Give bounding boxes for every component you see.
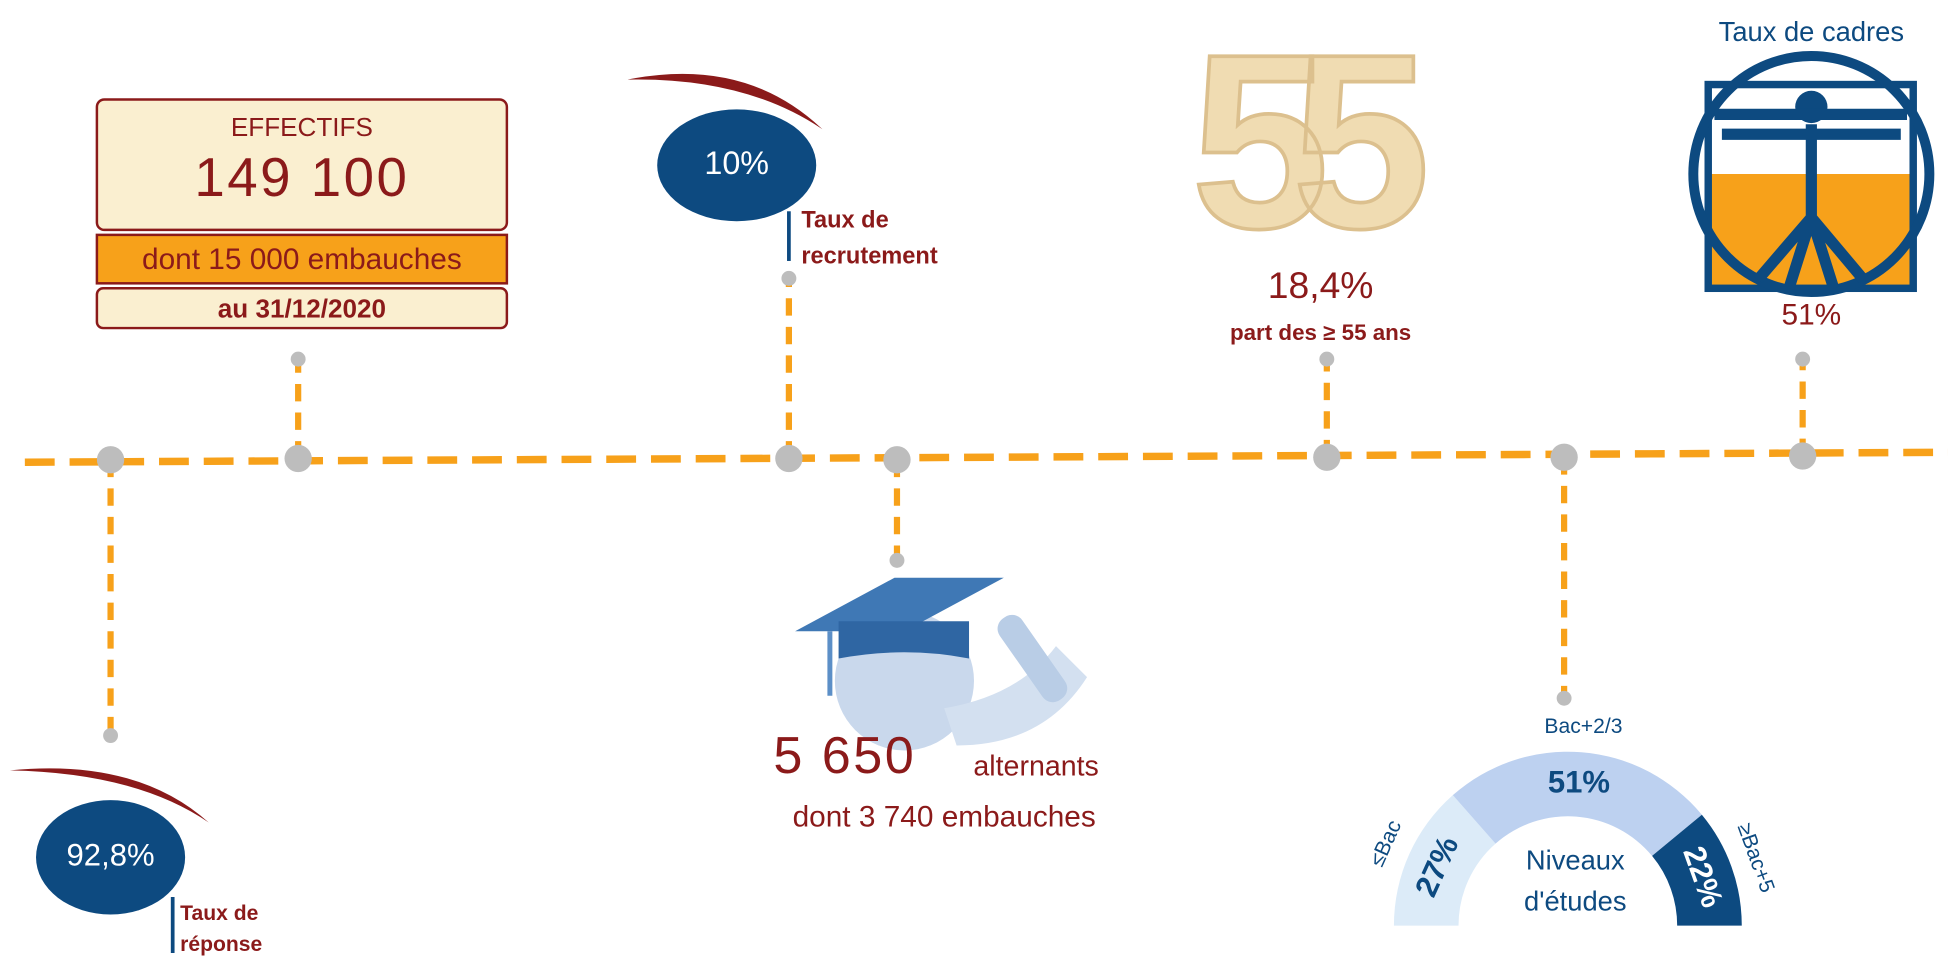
label: réponse bbox=[180, 933, 262, 956]
gauge-segment bbox=[1652, 814, 1742, 926]
label: part des ≥ 55 ans bbox=[1230, 320, 1411, 345]
gauge-segment bbox=[1393, 795, 1496, 926]
seniors: 55 18,4% part des ≥ 55 ans bbox=[1189, 0, 1463, 345]
value: 51% bbox=[1782, 299, 1842, 332]
title: Niveaux bbox=[1526, 844, 1625, 875]
hires: dont 15 000 embauches bbox=[142, 243, 462, 276]
title: EFFECTIFS bbox=[231, 112, 373, 142]
label: alternants bbox=[973, 750, 1098, 782]
cadres: Taux de cadres 51% bbox=[1688, 16, 1935, 332]
value: 18,4% bbox=[1268, 264, 1374, 306]
value-label: 51% bbox=[1548, 765, 1610, 800]
timeline bbox=[24, 448, 1948, 466]
label: recrutement bbox=[801, 243, 938, 269]
alternants: 5 650 alternants dont 3 740 embauches bbox=[773, 577, 1099, 834]
stems bbox=[96, 270, 1817, 743]
big-number: 55 bbox=[1191, 2, 1424, 280]
label: Taux de bbox=[180, 902, 258, 925]
category-label: ≥Bac+5 bbox=[1733, 820, 1779, 896]
gauge-segment bbox=[1452, 751, 1702, 856]
value: 92,8% bbox=[67, 837, 155, 872]
date: au 31/12/2020 bbox=[218, 294, 386, 324]
total: 149 100 bbox=[194, 147, 409, 208]
label: Taux de bbox=[801, 207, 888, 233]
effectifs-card: EFFECTIFS 149 100 dont 15 000 embauches … bbox=[95, 98, 509, 330]
hires: dont 3 740 embauches bbox=[793, 801, 1096, 834]
title: Taux de cadres bbox=[1719, 16, 1904, 47]
category-label: ≤Bac bbox=[1365, 817, 1406, 870]
count: 5 650 bbox=[773, 727, 916, 785]
title: d'études bbox=[1524, 885, 1626, 916]
category-label: Bac+2/3 bbox=[1544, 715, 1622, 738]
value: 10% bbox=[704, 145, 769, 181]
reponse: 92,8% Taux de réponse bbox=[9, 768, 263, 956]
recrutement: 10% Taux de recrutement bbox=[627, 73, 938, 269]
